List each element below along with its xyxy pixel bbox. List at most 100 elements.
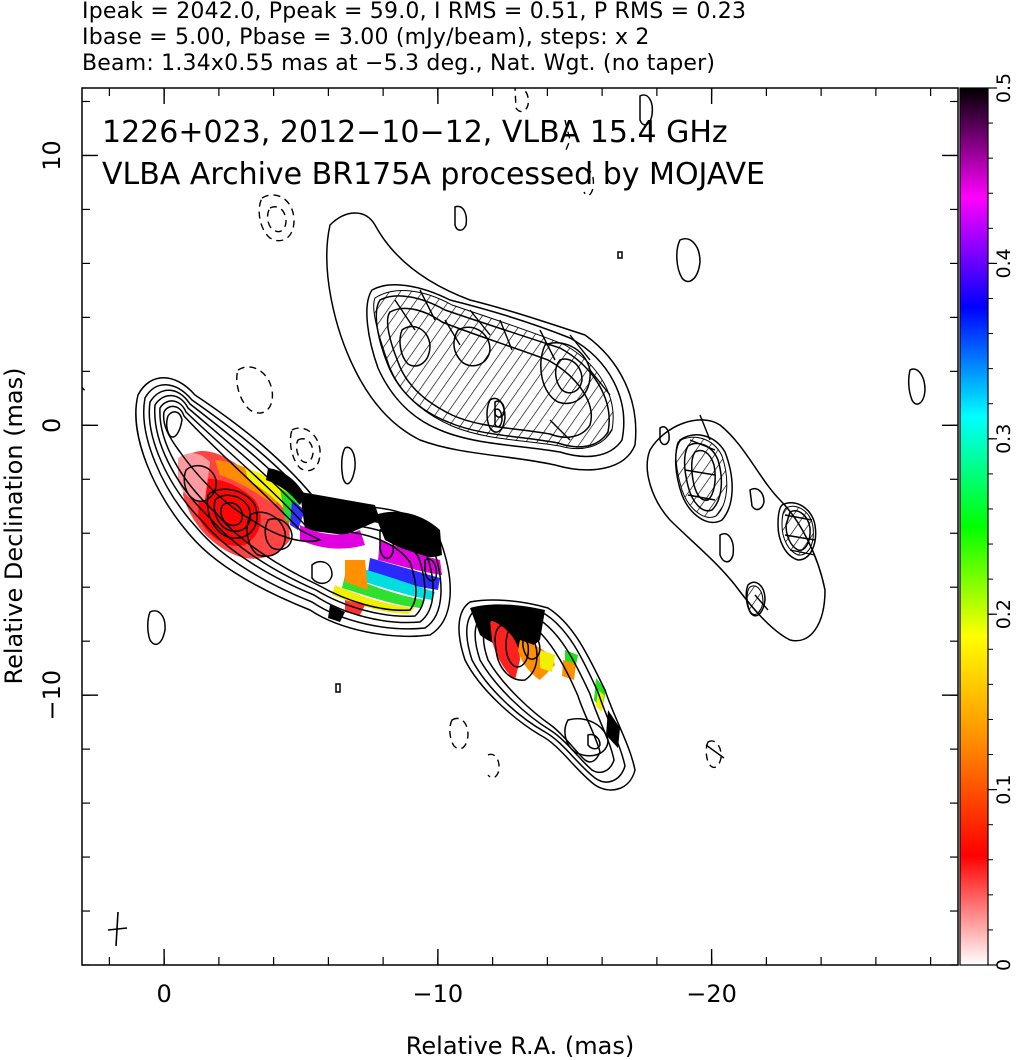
evpa-vectors: [394, 289, 816, 759]
header-line-beam: Beam: 1.34x0.55 mas at −5.3 deg., Nat. W…: [82, 51, 716, 76]
map-area: 1226+023, 2012−10−12, VLBA 15.4 GHz VLBA…: [82, 88, 926, 947]
y-axis-label: Relative Declination (mas): [0, 367, 28, 684]
jet2-contour-5: [494, 624, 538, 681]
y-tick-label: 10: [38, 140, 66, 171]
colorbar: 0 0.1 0.2 0.3 0.4 0.5: [959, 73, 1015, 971]
jet2-contour-7: [522, 630, 541, 660]
colorbar-tick-label: 0.2: [993, 599, 1015, 629]
evpa-tick: [754, 594, 769, 611]
neg-contour-5: [295, 438, 314, 464]
neg-contour-10: [487, 753, 500, 779]
evpa-tick: [705, 744, 725, 759]
evpa-tick: [687, 494, 716, 501]
beam-ellipse-marker: [107, 911, 128, 947]
core-contour-2: [143, 384, 442, 630]
neg-contour-7: [564, 119, 571, 151]
evpa-tick: [394, 299, 416, 331]
isolated-contour-mid: [340, 446, 356, 485]
outer-contour-1: [646, 419, 826, 642]
frac-pol-yellow-knot4: [596, 690, 604, 712]
colorbar-strip: [959, 87, 989, 966]
neg-contour-6: [514, 88, 530, 113]
evpa-tick: [684, 469, 716, 476]
source-annotation-line1: 1226+023, 2012−10−12, VLBA 15.4 GHz: [102, 115, 728, 150]
jet2-contour-4: [482, 618, 601, 763]
evpa-tick: [469, 309, 491, 336]
isolated-contour-top2: [639, 94, 654, 126]
jet2-contour-6: [505, 630, 530, 668]
outer-contour-knot-8: [719, 533, 735, 563]
colorbar-tick-label: 0.1: [993, 774, 1015, 804]
core-contour-9: [206, 488, 258, 539]
header-line-peaks: Ipeak = 2042.0, Ppeak = 59.0, I RMS = 0.…: [82, 0, 747, 24]
core-contour-12: [246, 511, 287, 557]
plot-frame: [81, 87, 959, 966]
jet2-contour-8: [564, 718, 609, 757]
core-contour-6: [162, 405, 323, 542]
evpa-tick: [549, 419, 571, 441]
colorbar-tick-label: 0: [993, 959, 1015, 971]
polarized-intensity-hatching: [373, 290, 814, 615]
jet2-contour-2: [466, 605, 626, 783]
x-tick-label: −10: [413, 980, 464, 1008]
isolated-contour-small2: [617, 251, 623, 259]
evpa-tick: [569, 334, 591, 361]
upper-jet-contour-1: [326, 212, 637, 471]
hatch-region-outer-2: [781, 505, 814, 556]
evpa-tick: [789, 549, 816, 556]
neg-contour-12: [82, 386, 87, 393]
outer-contour-knot-10: [659, 426, 670, 446]
neg-contour-2: [266, 206, 287, 233]
colorbar-ticks: 0 0.1 0.2 0.3 0.4 0.5: [988, 73, 1015, 971]
frac-pol-orange-right: [345, 560, 368, 590]
evpa-tick: [444, 319, 461, 346]
colorbar-tick-label: 0.4: [993, 248, 1015, 278]
evpa-tick: [419, 289, 436, 321]
y-tick-label: 0: [38, 418, 66, 433]
x-tick-label: 0: [156, 980, 171, 1008]
jet2-contour-3: [474, 611, 615, 773]
frac-pol-orange-knot3: [562, 660, 576, 680]
core-contour-3: [148, 389, 434, 624]
isolated-contour-top1: [454, 205, 468, 231]
hatch-region-outer-3: [746, 585, 764, 615]
jet-contour-knot-b: [379, 528, 395, 560]
fractional-polarization-image: [178, 450, 620, 748]
frac-pol-black-bottom: [328, 605, 345, 622]
hatch-region-upper-jet: [373, 290, 614, 450]
isolated-contour-left: [147, 610, 166, 646]
core-contour-5: [159, 400, 417, 611]
frac-pol-yellow-right: [332, 585, 415, 614]
outer-contour-knot-9: [749, 488, 765, 511]
outer-contour-2: [674, 434, 733, 524]
y-tick-label: −10: [38, 670, 66, 721]
jet-contour-knot-a: [264, 518, 293, 551]
isolated-contour-far-right: [907, 368, 926, 405]
header-line-base: Ibase = 5.00, Pbase = 3.00 (mJy/beam), s…: [82, 25, 650, 50]
outer-contour-knot-7: [745, 581, 766, 617]
evpa-tick: [539, 329, 556, 361]
jet2-contour-1: [458, 599, 636, 791]
evpa-tick: [699, 414, 711, 441]
hatch-region-outer-1: [675, 436, 728, 518]
source-annotation-line2: VLBA Archive BR175A processed by MOJAVE: [102, 157, 765, 192]
frac-pol-magenta-center: [300, 525, 365, 549]
beam-minor-axis: [107, 927, 128, 931]
neg-contour-9: [449, 717, 469, 750]
x-tick-label: −20: [686, 980, 737, 1008]
frac-pol-yellow-knot2: [540, 650, 555, 672]
negative-contours: [82, 88, 722, 779]
evpa-tick: [589, 369, 611, 396]
neg-contour-3: [236, 366, 274, 414]
neg-contour-8: [583, 168, 595, 197]
core-contour-11: [220, 501, 244, 527]
core-contour-7: [165, 411, 183, 438]
core-contour-1: [135, 377, 451, 638]
frac-pol-pink-region: [178, 453, 210, 502]
frac-pol-orange-band: [215, 460, 282, 505]
neg-contour-1: [258, 194, 295, 242]
frac-pol-black-center: [300, 492, 380, 535]
outer-contour-5: [777, 502, 817, 561]
evpa-tick: [784, 534, 816, 541]
